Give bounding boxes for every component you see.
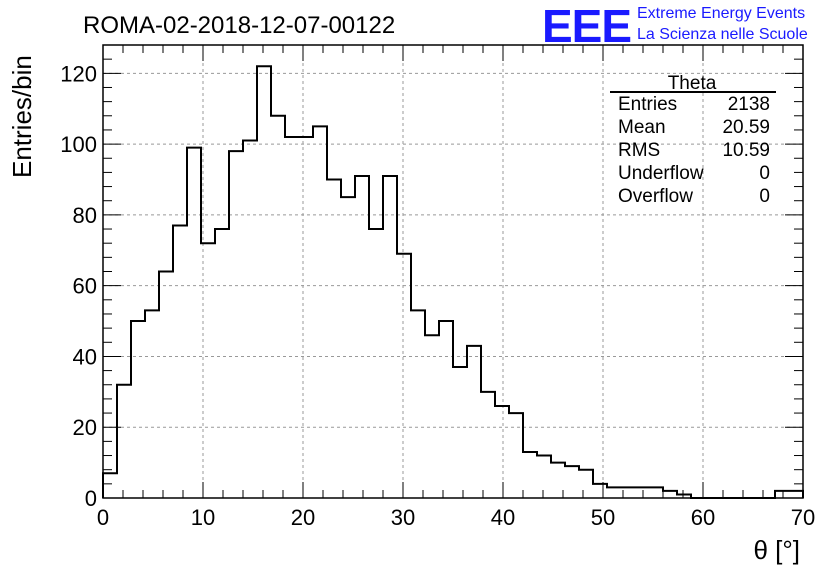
x-tick-label: 70 (791, 505, 815, 530)
eee-logo: EEE Extreme Energy Events La Scienza nel… (542, 0, 808, 52)
plot-frame (102, 44, 804, 499)
stats-title: Theta (668, 73, 717, 94)
x-tick-label: 60 (691, 505, 715, 530)
x-tick-label: 30 (391, 505, 415, 530)
y-tick-label: 60 (73, 274, 97, 299)
x-tick-label: 0 (97, 505, 109, 530)
x-axis-label: θ [°] (753, 535, 800, 565)
stats-row-label: Overflow (618, 186, 693, 207)
axis-ticks (102, 44, 804, 499)
x-tick-label: 40 (491, 505, 515, 530)
y-tick-label: 100 (60, 132, 97, 157)
stats-row-value: 10.59 (722, 140, 770, 161)
y-tick-label: 20 (73, 415, 97, 440)
x-tick-label: 50 (591, 505, 615, 530)
chart-title: ROMA-02-2018-12-07-00122 (83, 12, 395, 39)
stats-row-value: 20.59 (722, 117, 770, 138)
stats-row-label: Underflow (618, 163, 704, 184)
stats-rows: Entries 2138 Mean 20.59 RMS 10.59 Underflow 0 Ov… (618, 94, 770, 207)
axis-tick-labels: 0 10 20 30 40 50 60 70 0 20 40 60 80 100 120 (60, 61, 815, 530)
stats-row-value: 2138 (728, 94, 770, 115)
stats-box: Theta Entries 2138 Mean 20.59 RMS 10.59 Underf… (610, 73, 776, 207)
stats-row-label: RMS (618, 140, 660, 161)
logo-line-1: Extreme Energy Events (637, 5, 805, 22)
eee-logo-mark: EEE (542, 0, 631, 52)
y-tick-label: 120 (60, 61, 97, 86)
y-axis-label: Entries/bin (7, 55, 37, 178)
stats-row-value: 0 (759, 186, 770, 207)
stats-row-label: Entries (618, 94, 677, 115)
grid (103, 45, 803, 498)
histogram-series-line (102, 65, 804, 499)
stats-row-value: 0 (759, 163, 770, 184)
x-tick-label: 20 (291, 505, 315, 530)
y-tick-label: 40 (73, 344, 97, 369)
y-tick-label: 0 (85, 486, 97, 511)
stats-row-label: Mean (618, 117, 666, 138)
logo-line-2: La Scienza nelle Scuole (637, 26, 808, 43)
x-tick-label: 10 (191, 505, 215, 530)
y-tick-label: 80 (73, 203, 97, 228)
